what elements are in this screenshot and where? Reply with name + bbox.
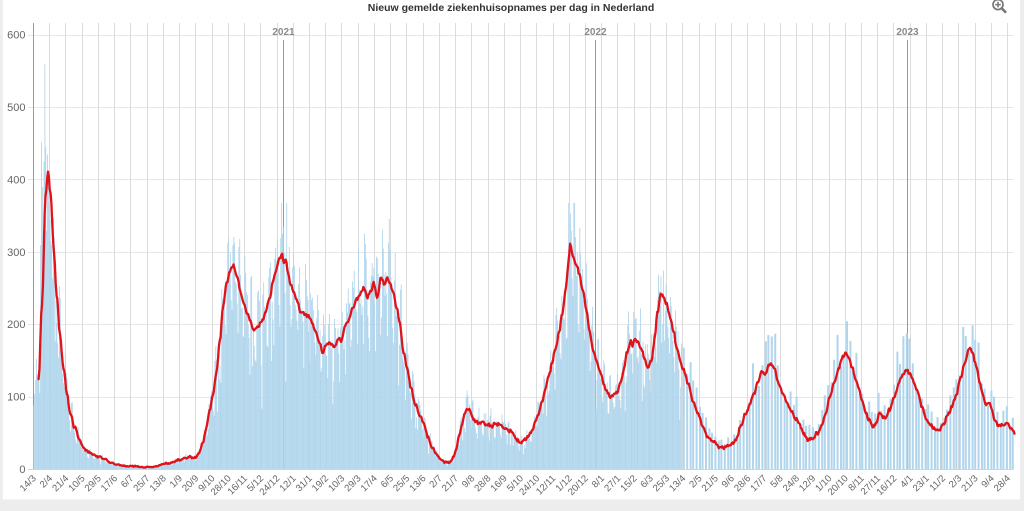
svg-text:2021: 2021 — [272, 27, 295, 38]
svg-text:400: 400 — [7, 174, 25, 186]
svg-text:200: 200 — [7, 319, 25, 331]
svg-text:Nieuw gemelde ziekenhuisopname: Nieuw gemelde ziekenhuisopnames per dag … — [368, 2, 655, 14]
svg-text:2022: 2022 — [584, 27, 607, 38]
svg-text:300: 300 — [7, 247, 25, 259]
svg-text:100: 100 — [7, 392, 25, 404]
svg-text:600: 600 — [7, 30, 25, 42]
svg-text:500: 500 — [7, 102, 25, 114]
svg-text:0: 0 — [19, 464, 25, 476]
svg-text:2023: 2023 — [896, 27, 919, 38]
